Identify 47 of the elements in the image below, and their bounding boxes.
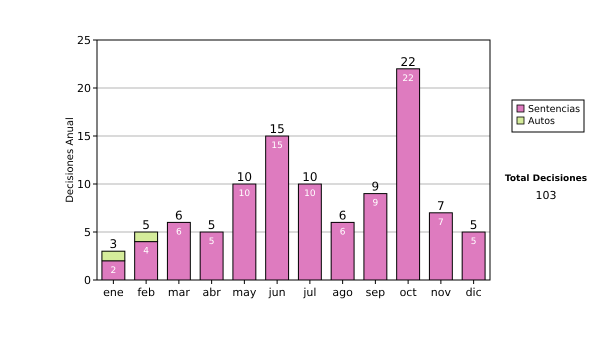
- total-label: 5: [470, 218, 478, 232]
- legend-label: Autos: [528, 116, 556, 127]
- data-label: 7: [438, 218, 444, 228]
- total-label: 22: [400, 54, 416, 69]
- y-tick-label: 20: [77, 82, 91, 95]
- total-label: 5: [208, 218, 216, 232]
- total-label: 7: [437, 198, 445, 213]
- total-label: 6: [175, 208, 183, 222]
- y-tick-label: 15: [77, 130, 91, 143]
- text: Total Decisiones: [504, 174, 588, 184]
- y-tick-label: 10: [77, 178, 91, 191]
- total-label: 10: [236, 170, 252, 184]
- x-tick-label: ago: [332, 286, 354, 299]
- x-tick-label: nov: [430, 286, 452, 299]
- data-label: 2: [110, 266, 116, 276]
- data-label: 6: [176, 227, 182, 238]
- data-label: 10: [238, 189, 250, 199]
- legend-label: Sentencias: [528, 104, 580, 115]
- y-tick-label: 5: [84, 226, 91, 239]
- data-label: 6: [340, 227, 346, 238]
- data-label: 5: [208, 237, 214, 247]
- data-label: 22: [402, 74, 414, 84]
- x-tick-label: feb: [137, 286, 155, 299]
- y-tick-label: 0: [84, 274, 91, 287]
- x-tick-label: may: [232, 286, 257, 299]
- x-tick-label: dic: [466, 286, 482, 299]
- text: 103: [536, 189, 556, 202]
- y-axis-title: Decisiones Anual: [65, 117, 76, 203]
- x-tick-label: sep: [366, 286, 386, 299]
- x-tick-label: jul: [302, 286, 316, 299]
- data-label: 5: [470, 237, 476, 247]
- total-label: 10: [302, 170, 318, 184]
- data-label: 10: [304, 189, 316, 199]
- total-label: 5: [142, 218, 150, 232]
- total-label: 3: [110, 237, 118, 252]
- data-label: 15: [271, 141, 283, 151]
- data-label: 4: [143, 246, 150, 257]
- x-tick-label: oct: [400, 286, 418, 299]
- y-tick-label: 25: [77, 34, 91, 47]
- x-tick-label: jun: [268, 286, 286, 299]
- total-label: 15: [269, 122, 285, 136]
- x-tick-label: abr: [202, 286, 222, 299]
- x-tick-label: mar: [168, 286, 190, 299]
- data-label: 9: [372, 198, 379, 209]
- total-label: 9: [372, 180, 380, 194]
- total-label: 6: [338, 208, 346, 222]
- x-tick-label: ene: [103, 286, 124, 299]
